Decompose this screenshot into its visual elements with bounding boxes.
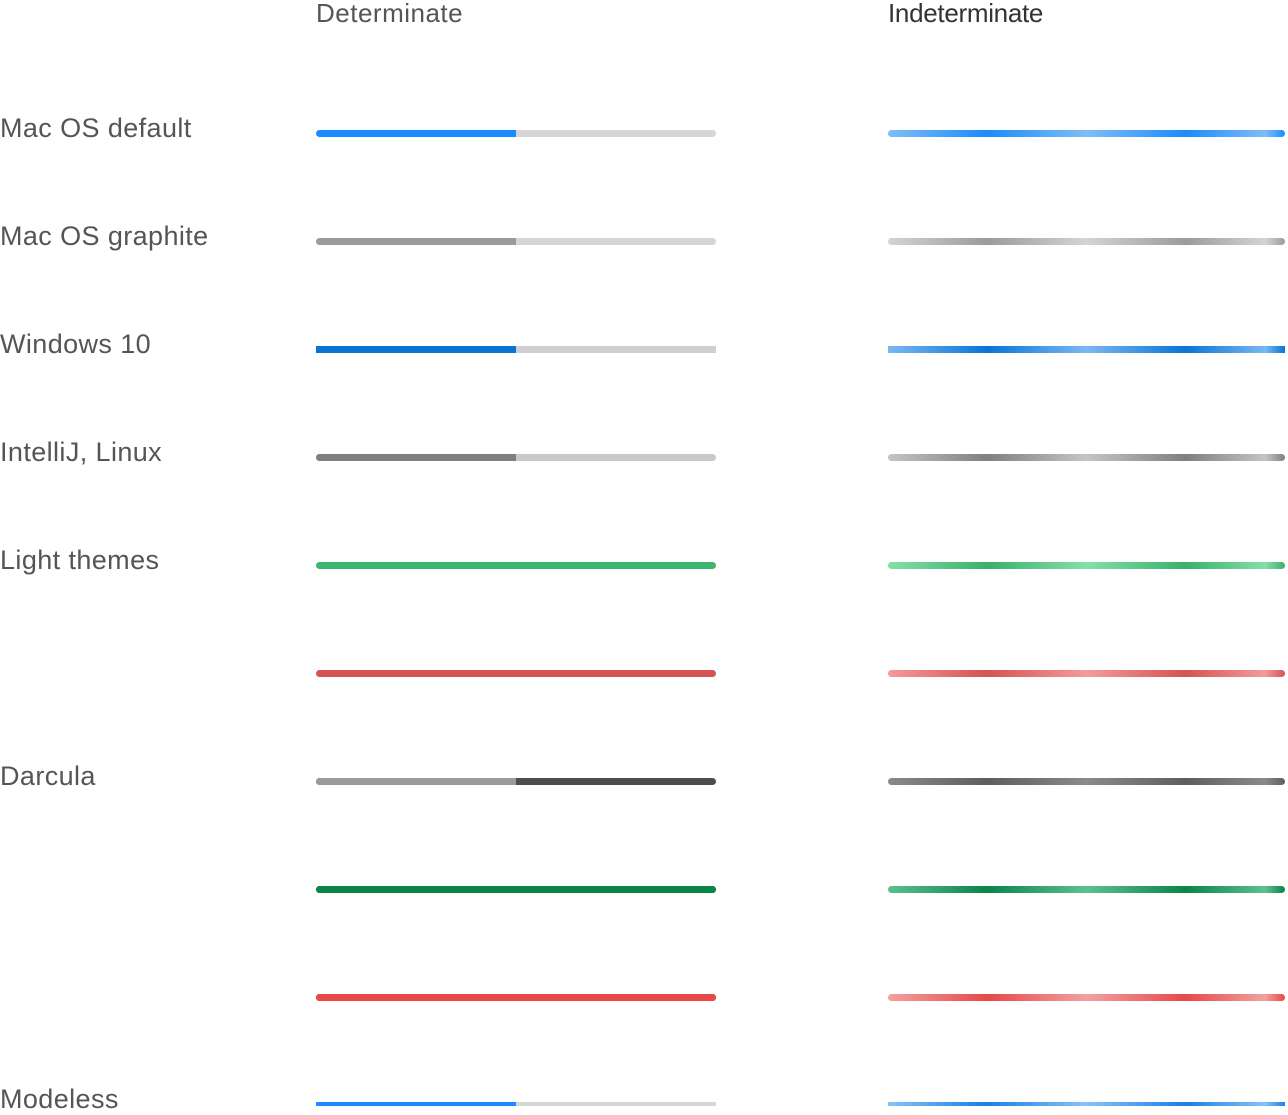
determinate-progress-bar-modeless <box>316 1102 716 1106</box>
indeterminate-progress-bar-darcula <box>888 778 1285 785</box>
progress-fill <box>316 1102 516 1106</box>
indeterminate-progress-bar-light-success <box>888 562 1285 569</box>
progress-fill <box>316 886 716 893</box>
indeterminate-progress-bar-darcula-error <box>888 994 1285 1001</box>
determinate-progress-bar-intellij-linux <box>316 454 716 461</box>
determinate-progress-bar-darcula <box>316 778 716 785</box>
indeterminate-column-header: Indeterminate <box>888 0 1044 28</box>
determinate-progress-bar-windows-10 <box>316 346 716 353</box>
label-mac-os-graphite: Mac OS graphite <box>0 221 209 251</box>
progress-fill <box>316 238 516 245</box>
label-windows-10: Windows 10 <box>0 329 152 359</box>
determinate-progress-bar-mac-default <box>316 130 716 137</box>
progress-fill <box>316 778 516 785</box>
label-mac-os-default: Mac OS default <box>0 113 192 143</box>
determinate-progress-bar-darcula-success <box>316 886 716 893</box>
indeterminate-progress-bar-intellij-linux <box>888 454 1285 461</box>
determinate-progress-bar-light-error <box>316 670 716 677</box>
label-light-themes: Light themes <box>0 545 160 575</box>
determinate-progress-bar-darcula-error <box>316 994 716 1001</box>
indeterminate-progress-bar-mac-default <box>888 130 1285 137</box>
progress-fill <box>316 454 516 461</box>
label-intellij-linux: IntelliJ, Linux <box>0 437 163 467</box>
progress-fill <box>316 130 516 137</box>
label-darcula: Darcula <box>0 761 96 791</box>
label-modeless: Modeless <box>0 1084 119 1114</box>
indeterminate-progress-bar-mac-graphite <box>888 238 1285 245</box>
determinate-progress-bar-mac-graphite <box>316 238 716 245</box>
progress-fill <box>316 562 716 569</box>
progress-fill <box>316 994 716 1001</box>
indeterminate-progress-bar-light-error <box>888 670 1285 677</box>
progress-fill <box>316 346 516 353</box>
indeterminate-progress-bar-windows-10 <box>888 346 1285 353</box>
determinate-column-header: Determinate <box>316 0 464 28</box>
determinate-progress-bar-light-success <box>316 562 716 569</box>
indeterminate-progress-bar-modeless <box>888 1102 1285 1106</box>
indeterminate-progress-bar-darcula-success <box>888 886 1285 893</box>
progress-fill <box>316 670 716 677</box>
